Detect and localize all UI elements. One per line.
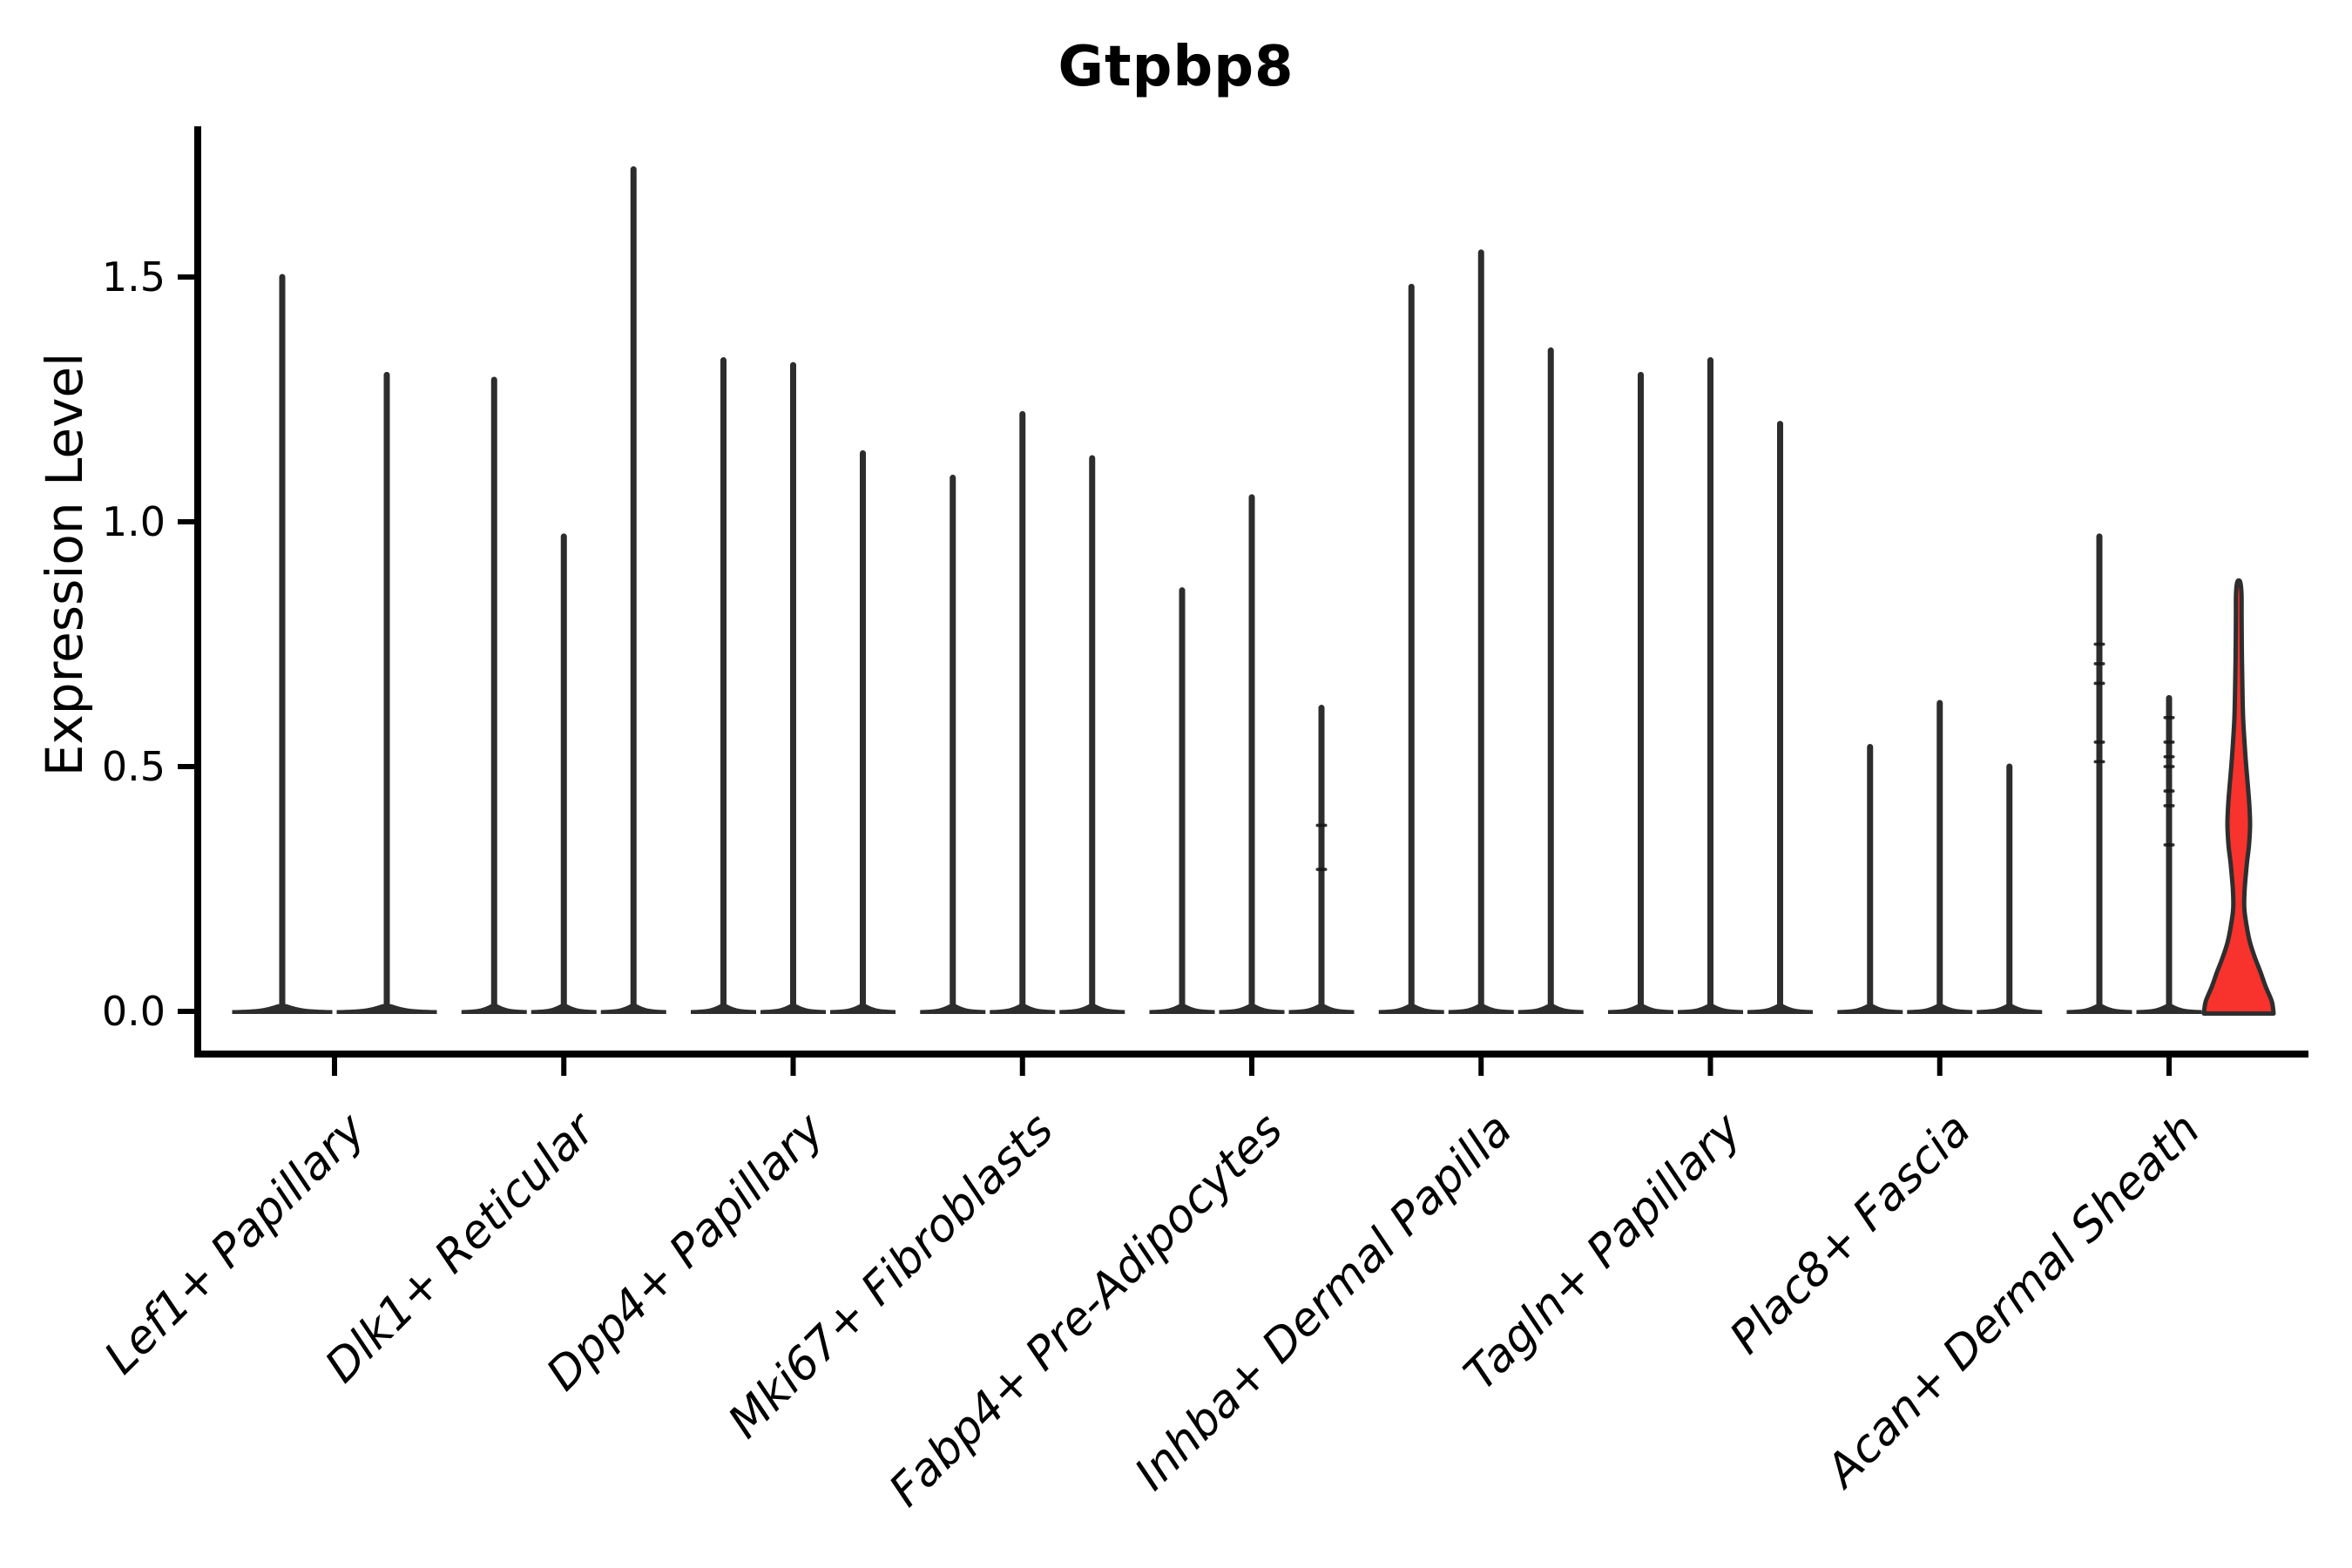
- data-point-mark: [2093, 760, 2105, 764]
- chart-title: Gtpbp8: [1058, 35, 1294, 99]
- x-tick-label: Acan+ Dermal Sheath: [1815, 1104, 2210, 1499]
- data-point-mark: [2093, 662, 2105, 666]
- data-point-mark: [2093, 740, 2105, 744]
- data-point-mark: [2163, 789, 2175, 793]
- data-point-mark: [2163, 804, 2175, 808]
- x-tick-label: Fabp4+ Pre-Adipocytes: [880, 1104, 1294, 1517]
- data-point-mark: [2093, 681, 2105, 686]
- x-tick-label: Inhba+ Dermal Papilla: [1125, 1104, 1523, 1501]
- y-tick-label: 0.5: [102, 743, 166, 790]
- data-point-mark: [1315, 823, 1328, 828]
- data-point-mark: [1315, 868, 1328, 871]
- data-point-mark: [2163, 740, 2175, 744]
- data-point-mark: [2163, 765, 2175, 768]
- data-point-mark: [2163, 754, 2175, 759]
- x-tick-label: Plac8+ Fascia: [1720, 1104, 1981, 1364]
- data-point-mark: [2163, 843, 2175, 847]
- y-tick-label: 0.0: [102, 988, 166, 1035]
- y-tick-label: 1.0: [102, 498, 166, 545]
- data-point-mark: [2163, 716, 2175, 720]
- data-point-mark: [2093, 642, 2105, 646]
- y-tick-label: 1.5: [102, 253, 166, 301]
- highlighted-violin: [2201, 578, 2276, 1016]
